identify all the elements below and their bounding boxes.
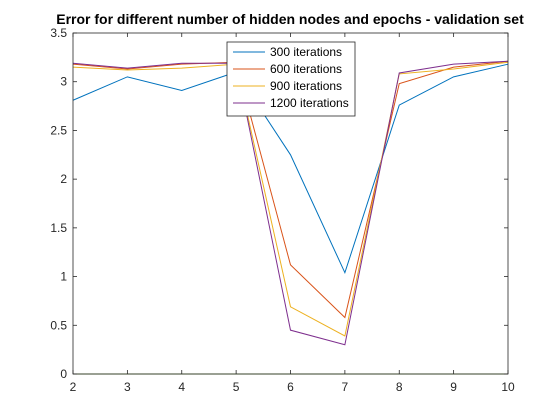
legend: 300 iterations 600 iterations 900 iteratio… xyxy=(227,42,355,116)
x-tick-label: 9 xyxy=(450,380,457,394)
x-tick-label: 2 xyxy=(70,380,77,394)
x-tick-label: 8 xyxy=(396,380,403,394)
y-tick-label: 0 xyxy=(60,367,67,381)
legend-label-4: 1200 iterations xyxy=(270,96,349,110)
x-tick-label: 3 xyxy=(124,380,131,394)
x-tick-label: 6 xyxy=(287,380,294,394)
x-tick-label: 10 xyxy=(501,380,515,394)
y-tick-label: 1.5 xyxy=(50,221,67,235)
y-tick-label: 3 xyxy=(60,75,67,89)
chart-title: Error for different number of hidden nod… xyxy=(56,11,524,27)
y-tick-label: 0.5 xyxy=(50,318,67,332)
legend-label-3: 900 iterations xyxy=(270,79,342,93)
y-tick-label: 1 xyxy=(60,270,67,284)
x-tick-label: 5 xyxy=(233,380,240,394)
legend-label-1: 300 iterations xyxy=(270,45,342,59)
y-tick-label: 2.5 xyxy=(50,123,67,137)
y-tick-label: 3.5 xyxy=(50,26,67,40)
y-tick-label: 2 xyxy=(60,172,67,186)
x-tick-label: 7 xyxy=(342,380,349,394)
legend-label-2: 600 iterations xyxy=(270,62,342,76)
x-tick-label: 4 xyxy=(178,380,185,394)
